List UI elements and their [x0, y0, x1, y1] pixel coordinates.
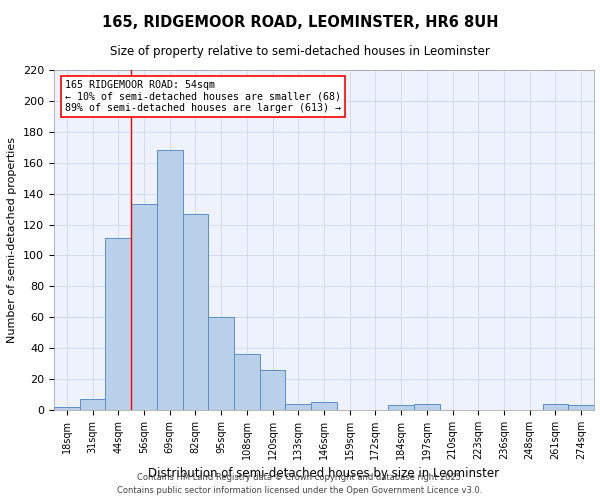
Text: Contains public sector information licensed under the Open Government Licence v3: Contains public sector information licen…	[118, 486, 482, 495]
Bar	[286, 404, 311, 410]
Bar	[157, 150, 182, 410]
Bar	[260, 370, 286, 410]
Bar	[182, 214, 208, 410]
Bar	[131, 204, 157, 410]
Y-axis label: Number of semi-detached properties: Number of semi-detached properties	[7, 137, 17, 343]
Bar	[568, 406, 594, 410]
Text: Contains HM Land Registry data © Crown copyright and database right 2025.: Contains HM Land Registry data © Crown c…	[137, 474, 463, 482]
Bar	[106, 238, 131, 410]
Bar	[542, 404, 568, 410]
Bar	[54, 407, 80, 410]
Bar	[388, 406, 414, 410]
Bar	[234, 354, 260, 410]
Bar	[311, 402, 337, 410]
Bar	[80, 399, 106, 410]
Text: 165 RIDGEMOOR ROAD: 54sqm
← 10% of semi-detached houses are smaller (68)
89% of : 165 RIDGEMOOR ROAD: 54sqm ← 10% of semi-…	[65, 80, 341, 114]
Text: 165, RIDGEMOOR ROAD, LEOMINSTER, HR6 8UH: 165, RIDGEMOOR ROAD, LEOMINSTER, HR6 8UH	[102, 15, 498, 30]
Bar	[414, 404, 440, 410]
X-axis label: Distribution of semi-detached houses by size in Leominster: Distribution of semi-detached houses by …	[148, 468, 500, 480]
Bar	[208, 318, 234, 410]
Text: Size of property relative to semi-detached houses in Leominster: Size of property relative to semi-detach…	[110, 45, 490, 58]
